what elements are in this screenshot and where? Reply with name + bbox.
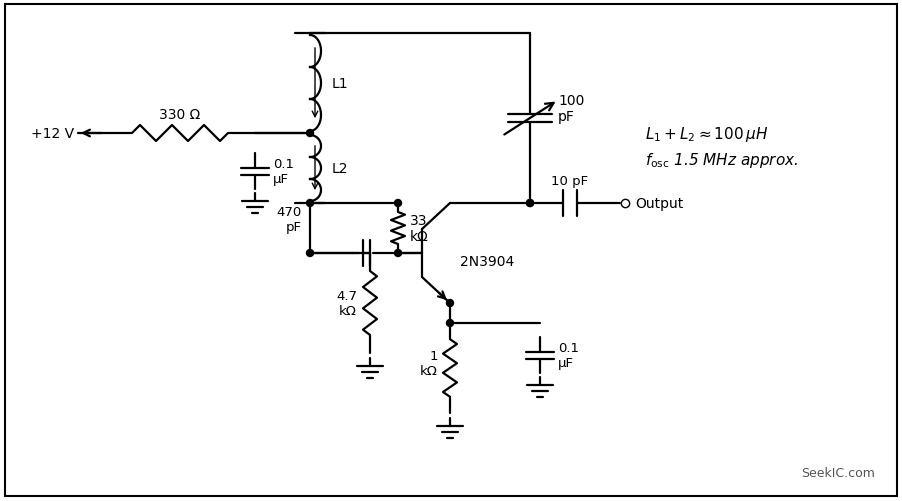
Text: 0.1
μF: 0.1 μF <box>558 341 579 369</box>
Circle shape <box>446 320 454 327</box>
Circle shape <box>394 250 401 257</box>
Text: 1
kΩ: 1 kΩ <box>420 349 438 377</box>
Text: 330 Ω: 330 Ω <box>160 108 200 122</box>
Text: SeekIC.com: SeekIC.com <box>801 466 875 479</box>
Text: +12 V: +12 V <box>31 127 74 141</box>
Text: $L_1 + L_2 \approx 100\,\mu H$: $L_1 + L_2 \approx 100\,\mu H$ <box>645 124 769 143</box>
Text: L2: L2 <box>332 162 348 176</box>
Text: 33
kΩ: 33 kΩ <box>410 213 428 243</box>
Circle shape <box>307 200 314 207</box>
Text: Output: Output <box>635 196 683 210</box>
Circle shape <box>307 250 314 257</box>
Circle shape <box>307 130 314 137</box>
Circle shape <box>527 200 533 207</box>
Text: 470
pF: 470 pF <box>277 205 302 233</box>
Text: 2N3904: 2N3904 <box>460 255 514 269</box>
Text: L1: L1 <box>332 77 349 91</box>
Circle shape <box>446 300 454 307</box>
Text: 0.1
μF: 0.1 μF <box>273 158 294 186</box>
Text: $f_{\rm osc}$ 1.5 MHz approx.: $f_{\rm osc}$ 1.5 MHz approx. <box>645 150 798 169</box>
Text: 100
pF: 100 pF <box>558 94 584 124</box>
Circle shape <box>527 200 533 207</box>
Circle shape <box>394 200 401 207</box>
Text: 4.7
kΩ: 4.7 kΩ <box>336 290 357 317</box>
Text: 10 pF: 10 pF <box>551 175 589 188</box>
